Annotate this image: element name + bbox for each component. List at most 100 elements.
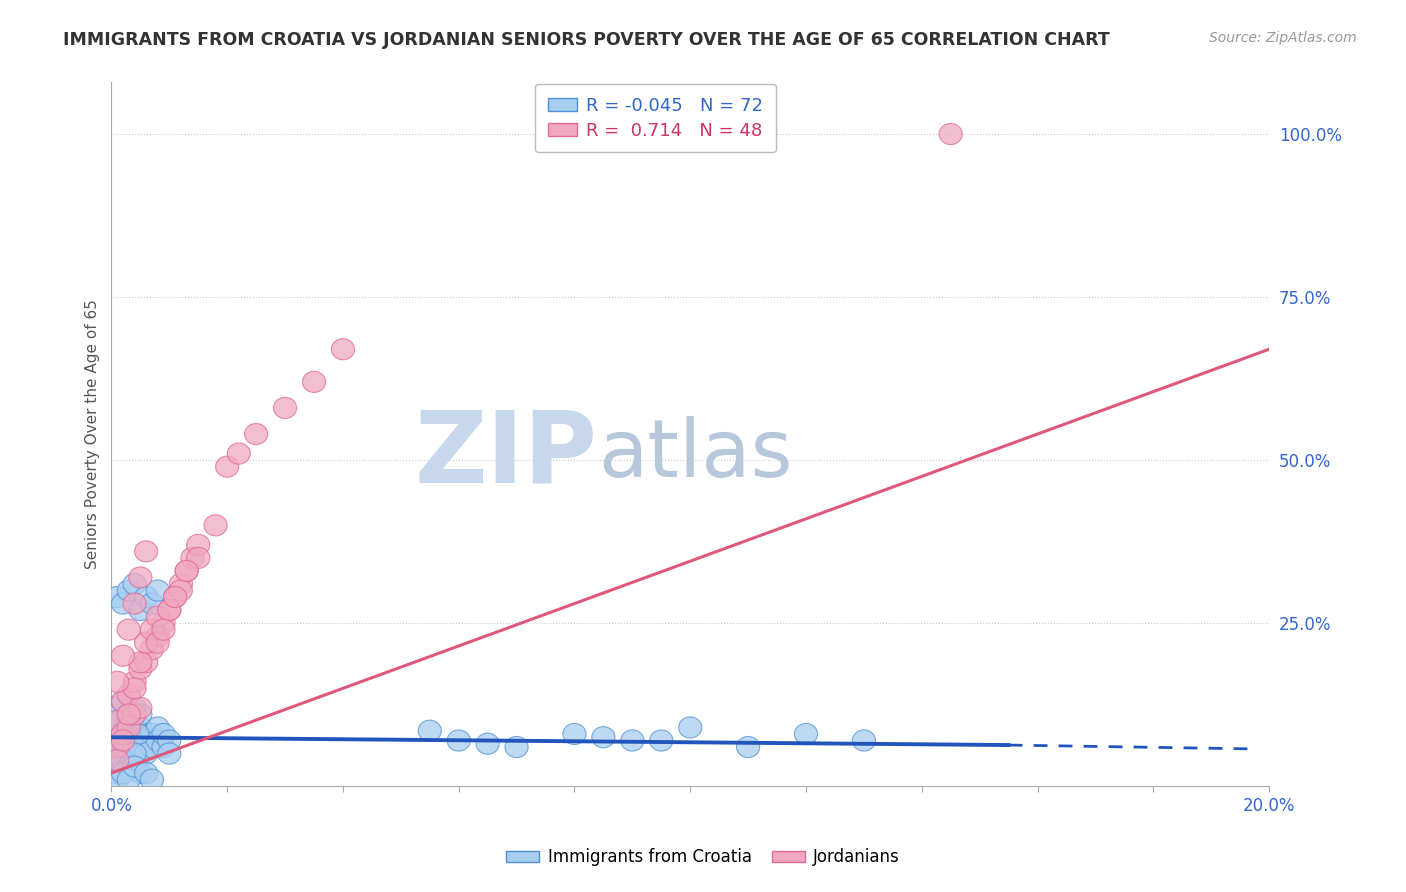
Ellipse shape [117,756,141,777]
Ellipse shape [111,723,135,745]
Ellipse shape [122,678,146,699]
Ellipse shape [181,548,204,568]
Ellipse shape [157,730,181,751]
Ellipse shape [204,515,228,536]
Ellipse shape [141,593,163,614]
Ellipse shape [129,599,152,621]
Ellipse shape [141,723,163,745]
Ellipse shape [332,339,354,359]
Ellipse shape [169,580,193,601]
Ellipse shape [122,593,146,614]
Ellipse shape [105,737,129,757]
Ellipse shape [852,730,876,751]
Ellipse shape [141,769,163,790]
Ellipse shape [135,743,157,764]
Ellipse shape [650,730,673,751]
Ellipse shape [129,698,152,718]
Ellipse shape [120,717,143,738]
Ellipse shape [737,737,759,757]
Ellipse shape [122,756,146,777]
Ellipse shape [562,723,586,745]
Ellipse shape [111,690,135,712]
Text: atlas: atlas [598,417,792,494]
Ellipse shape [274,397,297,418]
Ellipse shape [105,763,129,784]
Ellipse shape [129,763,152,784]
Ellipse shape [122,749,146,771]
Ellipse shape [117,730,141,751]
Ellipse shape [679,717,702,738]
Ellipse shape [215,456,239,477]
Ellipse shape [135,632,157,653]
Text: ZIP: ZIP [415,407,598,504]
Ellipse shape [105,749,129,771]
Ellipse shape [122,737,146,757]
Ellipse shape [129,567,152,588]
Ellipse shape [127,723,149,745]
Ellipse shape [146,606,169,627]
Ellipse shape [129,652,152,673]
Ellipse shape [129,743,152,764]
Ellipse shape [302,371,326,392]
Ellipse shape [176,560,198,582]
Ellipse shape [122,743,146,764]
Ellipse shape [146,632,169,653]
Ellipse shape [245,424,267,444]
Ellipse shape [111,763,135,784]
Ellipse shape [135,541,157,562]
Ellipse shape [621,730,644,751]
Ellipse shape [111,730,135,751]
Ellipse shape [117,717,141,738]
Ellipse shape [105,737,129,757]
Ellipse shape [129,658,152,680]
Ellipse shape [117,769,141,790]
Ellipse shape [122,574,146,595]
Ellipse shape [157,743,181,764]
Text: IMMIGRANTS FROM CROATIA VS JORDANIAN SENIORS POVERTY OVER THE AGE OF 65 CORRELAT: IMMIGRANTS FROM CROATIA VS JORDANIAN SEN… [63,31,1109,49]
Ellipse shape [111,749,135,771]
Ellipse shape [117,684,141,706]
Ellipse shape [157,599,181,621]
Ellipse shape [129,717,152,738]
Ellipse shape [117,723,141,745]
Ellipse shape [105,586,129,607]
Ellipse shape [135,652,157,673]
Ellipse shape [141,619,163,640]
Ellipse shape [187,548,209,568]
Legend: Immigrants from Croatia, Jordanians: Immigrants from Croatia, Jordanians [499,842,907,873]
Ellipse shape [939,123,962,145]
Ellipse shape [117,619,141,640]
Ellipse shape [103,756,127,777]
Ellipse shape [111,593,135,614]
Text: Source: ZipAtlas.com: Source: ZipAtlas.com [1209,31,1357,45]
Ellipse shape [108,723,132,745]
Ellipse shape [117,704,141,725]
Ellipse shape [122,672,146,692]
Ellipse shape [111,710,135,731]
Ellipse shape [111,743,135,764]
Ellipse shape [127,730,149,751]
Ellipse shape [146,580,169,601]
Ellipse shape [122,723,146,745]
Ellipse shape [477,733,499,755]
Ellipse shape [117,743,141,764]
Ellipse shape [163,586,187,607]
Ellipse shape [157,599,181,621]
Ellipse shape [111,690,135,712]
Ellipse shape [105,672,129,692]
Ellipse shape [141,639,163,660]
Ellipse shape [135,763,157,784]
Ellipse shape [108,710,132,731]
Ellipse shape [146,730,169,751]
Ellipse shape [129,737,152,757]
Ellipse shape [122,704,146,725]
Ellipse shape [169,574,193,595]
Ellipse shape [122,698,146,718]
Ellipse shape [111,645,135,666]
Ellipse shape [592,727,614,747]
Ellipse shape [152,737,176,757]
Ellipse shape [135,586,157,607]
Legend: R = -0.045   N = 72, R =  0.714   N = 48: R = -0.045 N = 72, R = 0.714 N = 48 [536,84,776,153]
Ellipse shape [794,723,817,745]
Ellipse shape [176,560,198,582]
